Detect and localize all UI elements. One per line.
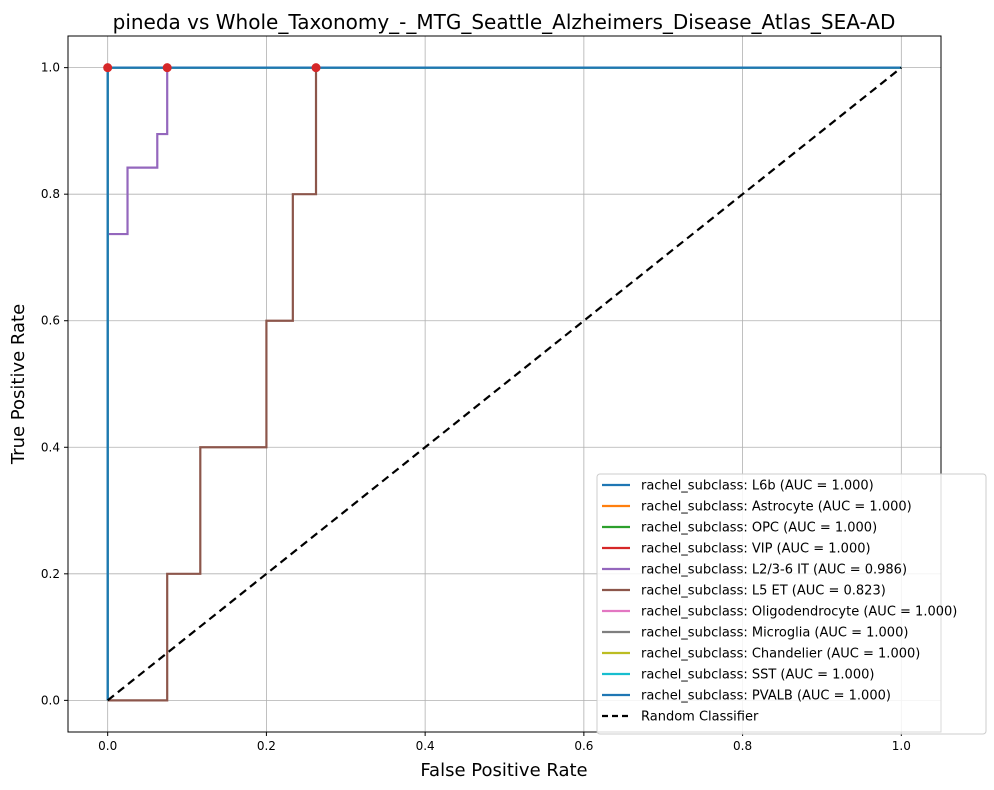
- x-tick-label: 1.0: [892, 739, 911, 753]
- legend-entry: rachel_subclass: VIP (AUC = 1.000): [641, 542, 871, 557]
- y-tick-label: 0.8: [41, 187, 60, 201]
- optimal-point-marker: [162, 63, 172, 73]
- legend: rachel_subclass: L6b (AUC = 1.000) rachel…: [596, 473, 987, 735]
- y-tick-label: 0.4: [41, 440, 60, 454]
- legend-entry: rachel_subclass: PVALB (AUC = 1.000): [641, 689, 891, 704]
- x-tick-label: 0.2: [257, 739, 276, 753]
- marker-layer: [103, 63, 321, 73]
- legend-entry: Random Classifier: [641, 710, 759, 725]
- x-tick-label: 0.6: [574, 739, 593, 753]
- x-tick-label: 0.4: [416, 739, 435, 753]
- legend-entry: rachel_subclass: L5 ET (AUC = 0.823): [641, 584, 886, 599]
- legend-entry: rachel_subclass: Astrocyte (AUC = 1.000): [641, 500, 912, 515]
- legend-entry: rachel_subclass: L6b (AUC = 1.000): [641, 479, 874, 494]
- roc-curve-5: [106, 66, 902, 701]
- legend-entry: rachel_subclass: Oligodendrocyte (AUC = …: [641, 605, 957, 620]
- legend-entry: rachel_subclass: Chandelier (AUC = 1.000…: [641, 647, 920, 662]
- optimal-point-marker: [103, 63, 113, 73]
- y-axis-label: True Positive Rate: [8, 304, 29, 465]
- x-tick-label: 0.8: [733, 739, 752, 753]
- y-tick-label: 0.0: [41, 693, 60, 707]
- x-axis-label: False Positive Rate: [420, 760, 587, 781]
- legend-entry: rachel_subclass: OPC (AUC = 1.000): [641, 521, 877, 536]
- y-tick-label: 0.6: [41, 314, 60, 328]
- ticks: 0.0 0.2 0.4 0.6 0.8 1.0 0.0 0.2 0.4 0.6 0.8 1.0: [41, 61, 911, 753]
- x-tick-label: 0.0: [98, 739, 117, 753]
- optimal-point-marker: [311, 63, 321, 73]
- plot-frame: [67, 35, 942, 733]
- chart-title: pineda vs Whole_Taxonomy_-_MTG_Seattle_A…: [113, 10, 896, 34]
- roc-curve-6: [107, 66, 902, 702]
- legend-entry: rachel_subclass: L2/3-6 IT (AUC = 0.986): [641, 563, 907, 578]
- random-classifier-line: [106, 66, 903, 702]
- legend-entry: rachel_subclass: Microglia (AUC = 1.000): [641, 626, 908, 641]
- y-tick-label: 1.0: [41, 61, 60, 75]
- y-tick-label: 0.2: [41, 567, 60, 581]
- legend-box: [596, 473, 987, 735]
- legend-entry: rachel_subclass: SST (AUC = 1.000): [641, 668, 874, 683]
